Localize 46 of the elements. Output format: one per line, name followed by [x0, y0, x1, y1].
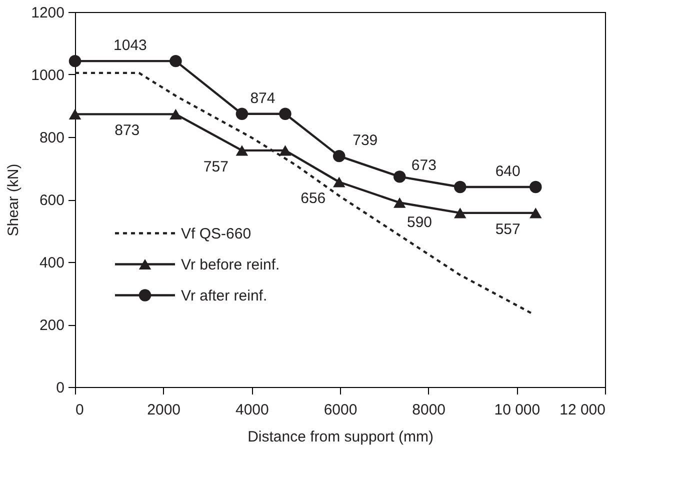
point — [332, 150, 346, 162]
y-tick-label: 400 — [39, 254, 64, 272]
annotation: 1043 — [114, 37, 147, 54]
annotation: 874 — [250, 90, 276, 107]
y-axis-title: Shear (kN) — [5, 164, 22, 236]
point — [279, 108, 292, 120]
point — [394, 197, 406, 208]
x-tick-label: 6000 — [324, 402, 358, 418]
line-series — [74, 72, 534, 315]
point — [279, 145, 292, 156]
y-tick-label: 600 — [39, 192, 64, 209]
point — [68, 108, 82, 120]
point — [454, 208, 466, 218]
x-axis-title: Distance from support (mm) — [248, 428, 434, 446]
x-tick-label: 8000 — [412, 402, 446, 418]
legend-label: Vr before reinf. — [181, 256, 280, 274]
annotation: 557 — [495, 220, 520, 238]
x-tick-label: 2000 — [147, 402, 181, 418]
y-tick-label: 1000 — [31, 67, 64, 84]
y-tick-label: 200 — [39, 317, 64, 334]
point — [236, 145, 248, 156]
y-tick-label: 0 — [56, 380, 64, 396]
y-tick-label: 1200 — [31, 4, 64, 22]
point — [530, 180, 542, 194]
point — [170, 54, 182, 68]
point — [454, 180, 466, 194]
point — [394, 170, 406, 183]
annotation: 757 — [203, 158, 228, 176]
point — [170, 108, 182, 120]
annotation: 590 — [406, 214, 432, 232]
annotation: 656 — [300, 190, 326, 207]
y-tick-label: 800 — [39, 130, 64, 146]
x-tick-label: 0 — [76, 402, 84, 418]
x-tick-label: 12 000 — [560, 402, 606, 418]
x-tick-label: 4000 — [235, 402, 269, 418]
point — [236, 108, 248, 120]
legend-label: Vf QS-660 — [181, 225, 252, 242]
point — [530, 208, 542, 218]
legend-label: Vr after reinf. — [181, 287, 268, 304]
point — [68, 54, 82, 68]
x-tick-label: 10 000 — [494, 402, 540, 418]
annotation: 640 — [495, 163, 520, 180]
point — [332, 176, 346, 188]
annotation: 739 — [352, 132, 378, 150]
annotation: 873 — [114, 122, 140, 140]
annotation: 673 — [411, 156, 436, 174]
